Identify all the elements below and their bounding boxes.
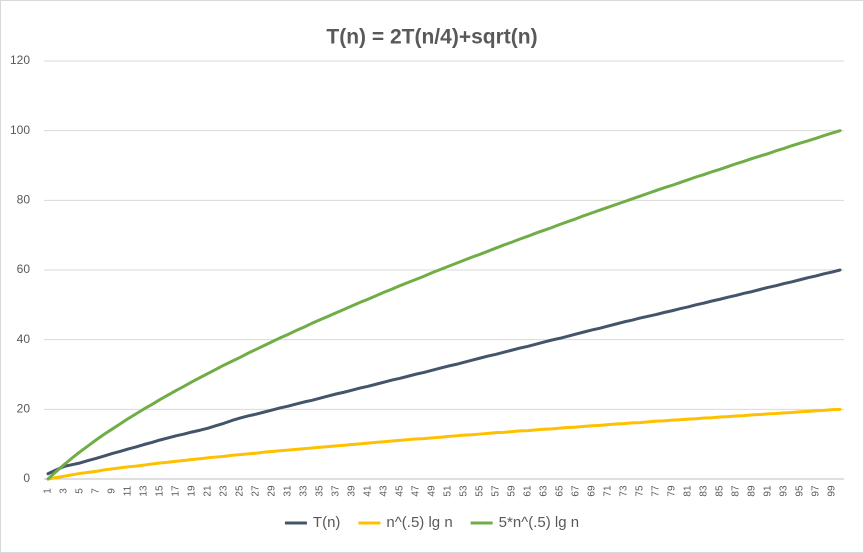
x-tick-label: 3 [59,488,70,494]
x-tick-label: 43 [379,485,390,497]
x-tick-label: 17 [171,485,182,497]
y-tick-label: 20 [17,402,31,416]
x-tick-label: 7 [91,488,102,494]
x-tick-label: 9 [107,488,118,494]
x-tick-label: 47 [411,485,422,497]
x-tick-label: 35 [315,485,326,497]
series-line [46,407,842,481]
y-tick-label: 100 [10,123,30,137]
x-tick-label: 11 [123,485,134,496]
y-tick-label: 120 [10,53,30,67]
chart-title: T(n) = 2T(n/4)+sqrt(n) [326,26,537,49]
x-tick-label: 51 [443,485,454,497]
x-tick-label: 13 [139,485,150,497]
x-tick-label: 55 [475,485,486,497]
x-tick-label: 61 [523,485,534,497]
x-tick-label: 65 [555,485,566,497]
x-tick-label: 53 [459,485,470,497]
legend-label: n^(.5) lg n [386,514,452,531]
series-line [46,268,842,476]
x-tick-label: 99 [827,485,838,497]
x-tick-label: 27 [251,485,262,497]
x-tick-label: 63 [539,485,550,497]
x-tick-label: 25 [235,485,246,497]
x-tick-label: 19 [187,485,198,497]
x-tick-label: 97 [811,485,822,497]
y-tick-label: 60 [17,262,31,276]
x-tick-label: 71 [603,485,614,497]
legend-label: 5*n^(.5) lg n [499,514,579,531]
x-tick-label: 23 [219,485,230,497]
x-tick-label: 59 [507,485,518,497]
x-tick-label: 21 [203,485,214,497]
series-line [46,129,842,481]
x-tick-label: 39 [347,485,358,497]
x-tick-label: 77 [651,485,662,497]
x-tick-label: 41 [363,485,374,497]
x-tick-label: 1 [43,488,54,494]
legend: T(n) n^(.5) lg n 5*n^(.5) lg n [284,514,579,531]
y-tick-label: 40 [17,332,31,346]
x-tick-label: 49 [427,485,438,497]
x-tick-label: 37 [331,485,342,497]
x-tick-label: 79 [667,485,678,497]
x-tick-label: 73 [619,485,630,497]
x-tick-label: 93 [779,485,790,497]
x-tick-label: 33 [299,485,310,497]
x-tick-label: 95 [795,485,806,497]
x-tick-label: 85 [715,485,726,497]
x-tick-label: 29 [267,485,278,497]
y-tick-label: 0 [23,471,30,485]
y-tick-label: 80 [17,193,31,207]
x-tick-label: 31 [283,485,294,497]
x-tick-label: 57 [491,485,502,497]
x-tick-label: 87 [731,485,742,497]
x-tick-label: 75 [635,485,646,497]
x-tick-label: 83 [699,485,710,497]
legend-label: T(n) [313,514,341,531]
x-tick-label: 89 [747,485,758,497]
x-tick-label: 81 [683,485,694,497]
x-tick-label: 69 [587,485,598,497]
x-tick-label: 45 [395,485,406,497]
x-tick-label: 15 [155,485,166,497]
x-tick-label: 91 [763,485,774,497]
x-tick-label: 5 [75,488,86,494]
x-tick-label: 67 [571,485,582,497]
